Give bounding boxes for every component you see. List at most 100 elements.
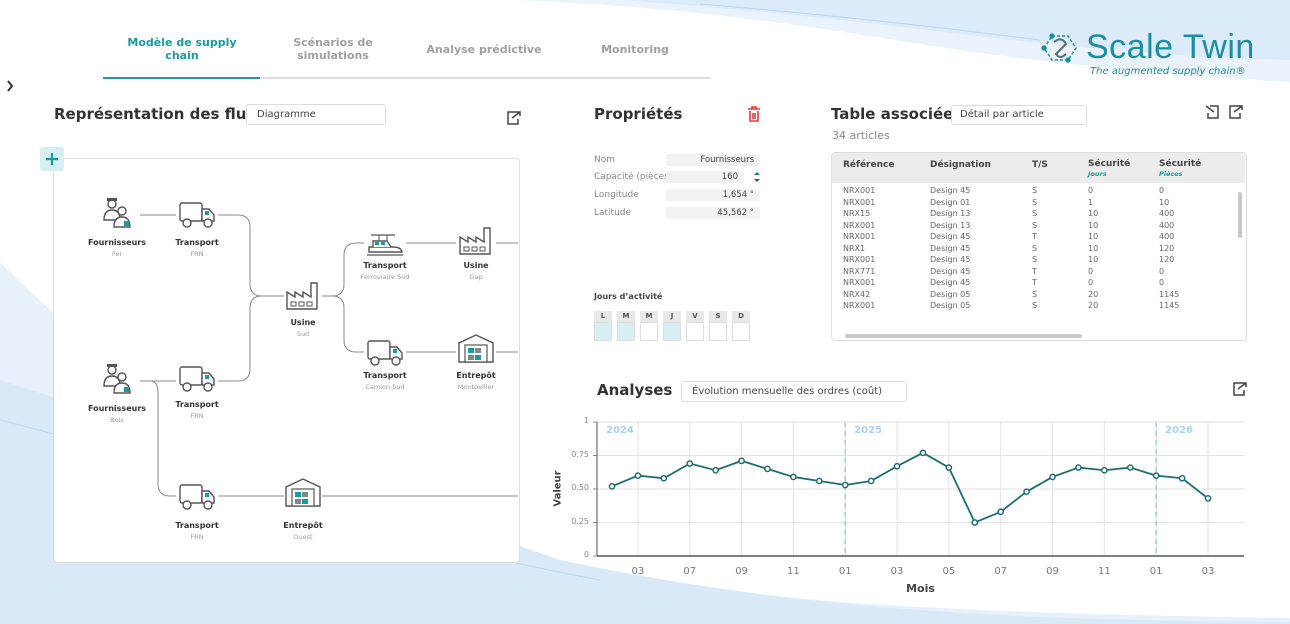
dropdown[interactable]: Évolution mensuelle des ordres (coût) xyxy=(681,381,907,402)
table-cell: S xyxy=(1032,301,1038,310)
table-cell: S xyxy=(1032,209,1038,218)
node-label[interactable]: Entrepôt xyxy=(283,521,323,530)
table-cell: NRX001 xyxy=(843,301,876,310)
logo-name: Scale Twin xyxy=(1086,28,1255,66)
y-tick-label: 0.50 xyxy=(571,483,589,492)
y-tick-label: 0.25 xyxy=(571,516,589,526)
nav-tab[interactable]: Modèle de supply chain xyxy=(127,36,237,62)
node-detail: Bois xyxy=(110,416,124,424)
node-label[interactable]: Usine xyxy=(290,318,316,327)
day-checkbox[interactable] xyxy=(640,322,658,341)
table-cell: 1 xyxy=(1088,197,1094,207)
day-checkbox[interactable] xyxy=(709,322,727,341)
node-label[interactable]: Entrepôt xyxy=(456,371,496,380)
x-tick-label: 07 xyxy=(994,566,1008,577)
table-cell: 10 xyxy=(1088,243,1099,253)
node-label[interactable]: Transport xyxy=(363,261,407,270)
day-checkbox[interactable] xyxy=(617,322,635,341)
node-detail: Ouest xyxy=(293,533,313,541)
node-detail: FRN xyxy=(190,250,204,258)
field-value[interactable]: 160 xyxy=(666,171,744,183)
day-label: M xyxy=(640,311,658,322)
section-title: Propriétés xyxy=(594,105,683,123)
x-tick-label: 01 xyxy=(1149,566,1163,577)
x-tick-label: 11 xyxy=(1097,566,1111,577)
day-label: V xyxy=(686,311,704,322)
table-cell: 400 xyxy=(1159,220,1175,230)
field-value[interactable]: Fournisseurs xyxy=(666,154,760,166)
x-tick-label: 05 xyxy=(942,566,956,577)
table-cell: Design 05 xyxy=(930,289,971,299)
day-checkbox[interactable] xyxy=(594,322,612,341)
section-title: Table associée xyxy=(831,105,954,123)
nav-tab[interactable]: Analyse prédictive xyxy=(426,42,542,56)
x-tick-label: 11 xyxy=(787,566,800,577)
y-tick-label: 0.75 xyxy=(571,449,589,459)
table-cell: 1145 xyxy=(1159,289,1180,299)
table-cell: 10 xyxy=(1088,255,1099,264)
table-cell: 400 xyxy=(1159,232,1175,241)
day-label: M xyxy=(617,311,635,322)
node-label[interactable]: Transport xyxy=(175,521,219,530)
field-label: Latitude xyxy=(594,208,632,218)
node-label[interactable]: Transport xyxy=(175,400,219,409)
node-label[interactable]: Usine xyxy=(463,261,489,270)
table-cell: NRX15 xyxy=(843,209,871,218)
node-label[interactable]: Transport xyxy=(175,238,219,247)
day-label: D xyxy=(732,311,750,322)
table-cell: 120 xyxy=(1159,243,1175,253)
table-cell: 0 xyxy=(1088,278,1094,287)
table-cell: Design 13 xyxy=(930,209,971,218)
table-cell: NRX001 xyxy=(843,255,876,264)
day-checkbox[interactable] xyxy=(732,322,750,341)
table-cell: Design 01 xyxy=(930,197,971,207)
node-detail: Fer xyxy=(111,250,123,258)
dropdown[interactable]: Détail par article xyxy=(951,105,1087,125)
y-axis-label: Valeur xyxy=(552,470,564,507)
table-cell: 0 xyxy=(1088,266,1094,276)
nav-tab[interactable]: Monitoring xyxy=(601,42,669,56)
table-cell: 0 xyxy=(1088,186,1094,195)
table-cell: 20 xyxy=(1088,301,1099,310)
table-cell: S xyxy=(1032,186,1038,195)
table-cell: 0 xyxy=(1159,278,1165,287)
column-header: Désignation xyxy=(930,160,991,170)
y-tick-label: 0 xyxy=(583,550,589,559)
x-tick-label: 03 xyxy=(631,566,645,577)
table-cell: 20 xyxy=(1088,289,1099,299)
x-tick-label: 07 xyxy=(683,566,697,577)
table-cell: 10 xyxy=(1088,232,1099,241)
table-cell: 10 xyxy=(1088,209,1099,218)
node-detail: FRN xyxy=(190,533,204,541)
table-header xyxy=(832,153,1245,183)
add-button[interactable] xyxy=(40,147,64,171)
table-panel xyxy=(831,152,1247,341)
node-detail: Ferroviaire Sud xyxy=(360,273,410,281)
dropdown[interactable]: Diagramme xyxy=(246,104,386,125)
day-label: J xyxy=(663,311,681,322)
field-value[interactable]: 45,562 ° xyxy=(666,207,760,219)
table-cell: T xyxy=(1032,266,1037,276)
node-detail: Sud xyxy=(296,330,310,338)
table-cell: Design 45 xyxy=(930,266,971,276)
table-cell: Design 45 xyxy=(930,186,971,195)
row-count: 34 articles xyxy=(832,129,890,142)
flux-panel xyxy=(53,158,520,563)
x-tick-label: 03 xyxy=(1201,566,1215,577)
table-cell: S xyxy=(1032,289,1038,299)
table-cell: 120 xyxy=(1159,255,1175,264)
column-header: Référence xyxy=(843,160,895,170)
table-cell: Design 13 xyxy=(930,220,971,230)
node-label[interactable]: Fournisseurs xyxy=(87,404,147,413)
day-checkbox[interactable] xyxy=(663,322,681,341)
table-cell: Design 45 xyxy=(930,255,971,264)
column-header: Sécurité xyxy=(1088,159,1131,169)
node-label[interactable]: Fournisseurs xyxy=(87,238,147,247)
field-value[interactable]: 1,654 ° xyxy=(666,189,760,201)
x-tick-label: 03 xyxy=(890,566,904,577)
table-cell: NRX001 xyxy=(843,197,876,207)
node-label[interactable]: Transport xyxy=(363,371,407,380)
table-cell: 0 xyxy=(1159,266,1165,276)
nav-tab[interactable]: Scénarios de simulations xyxy=(293,36,373,62)
day-checkbox[interactable] xyxy=(686,322,704,341)
